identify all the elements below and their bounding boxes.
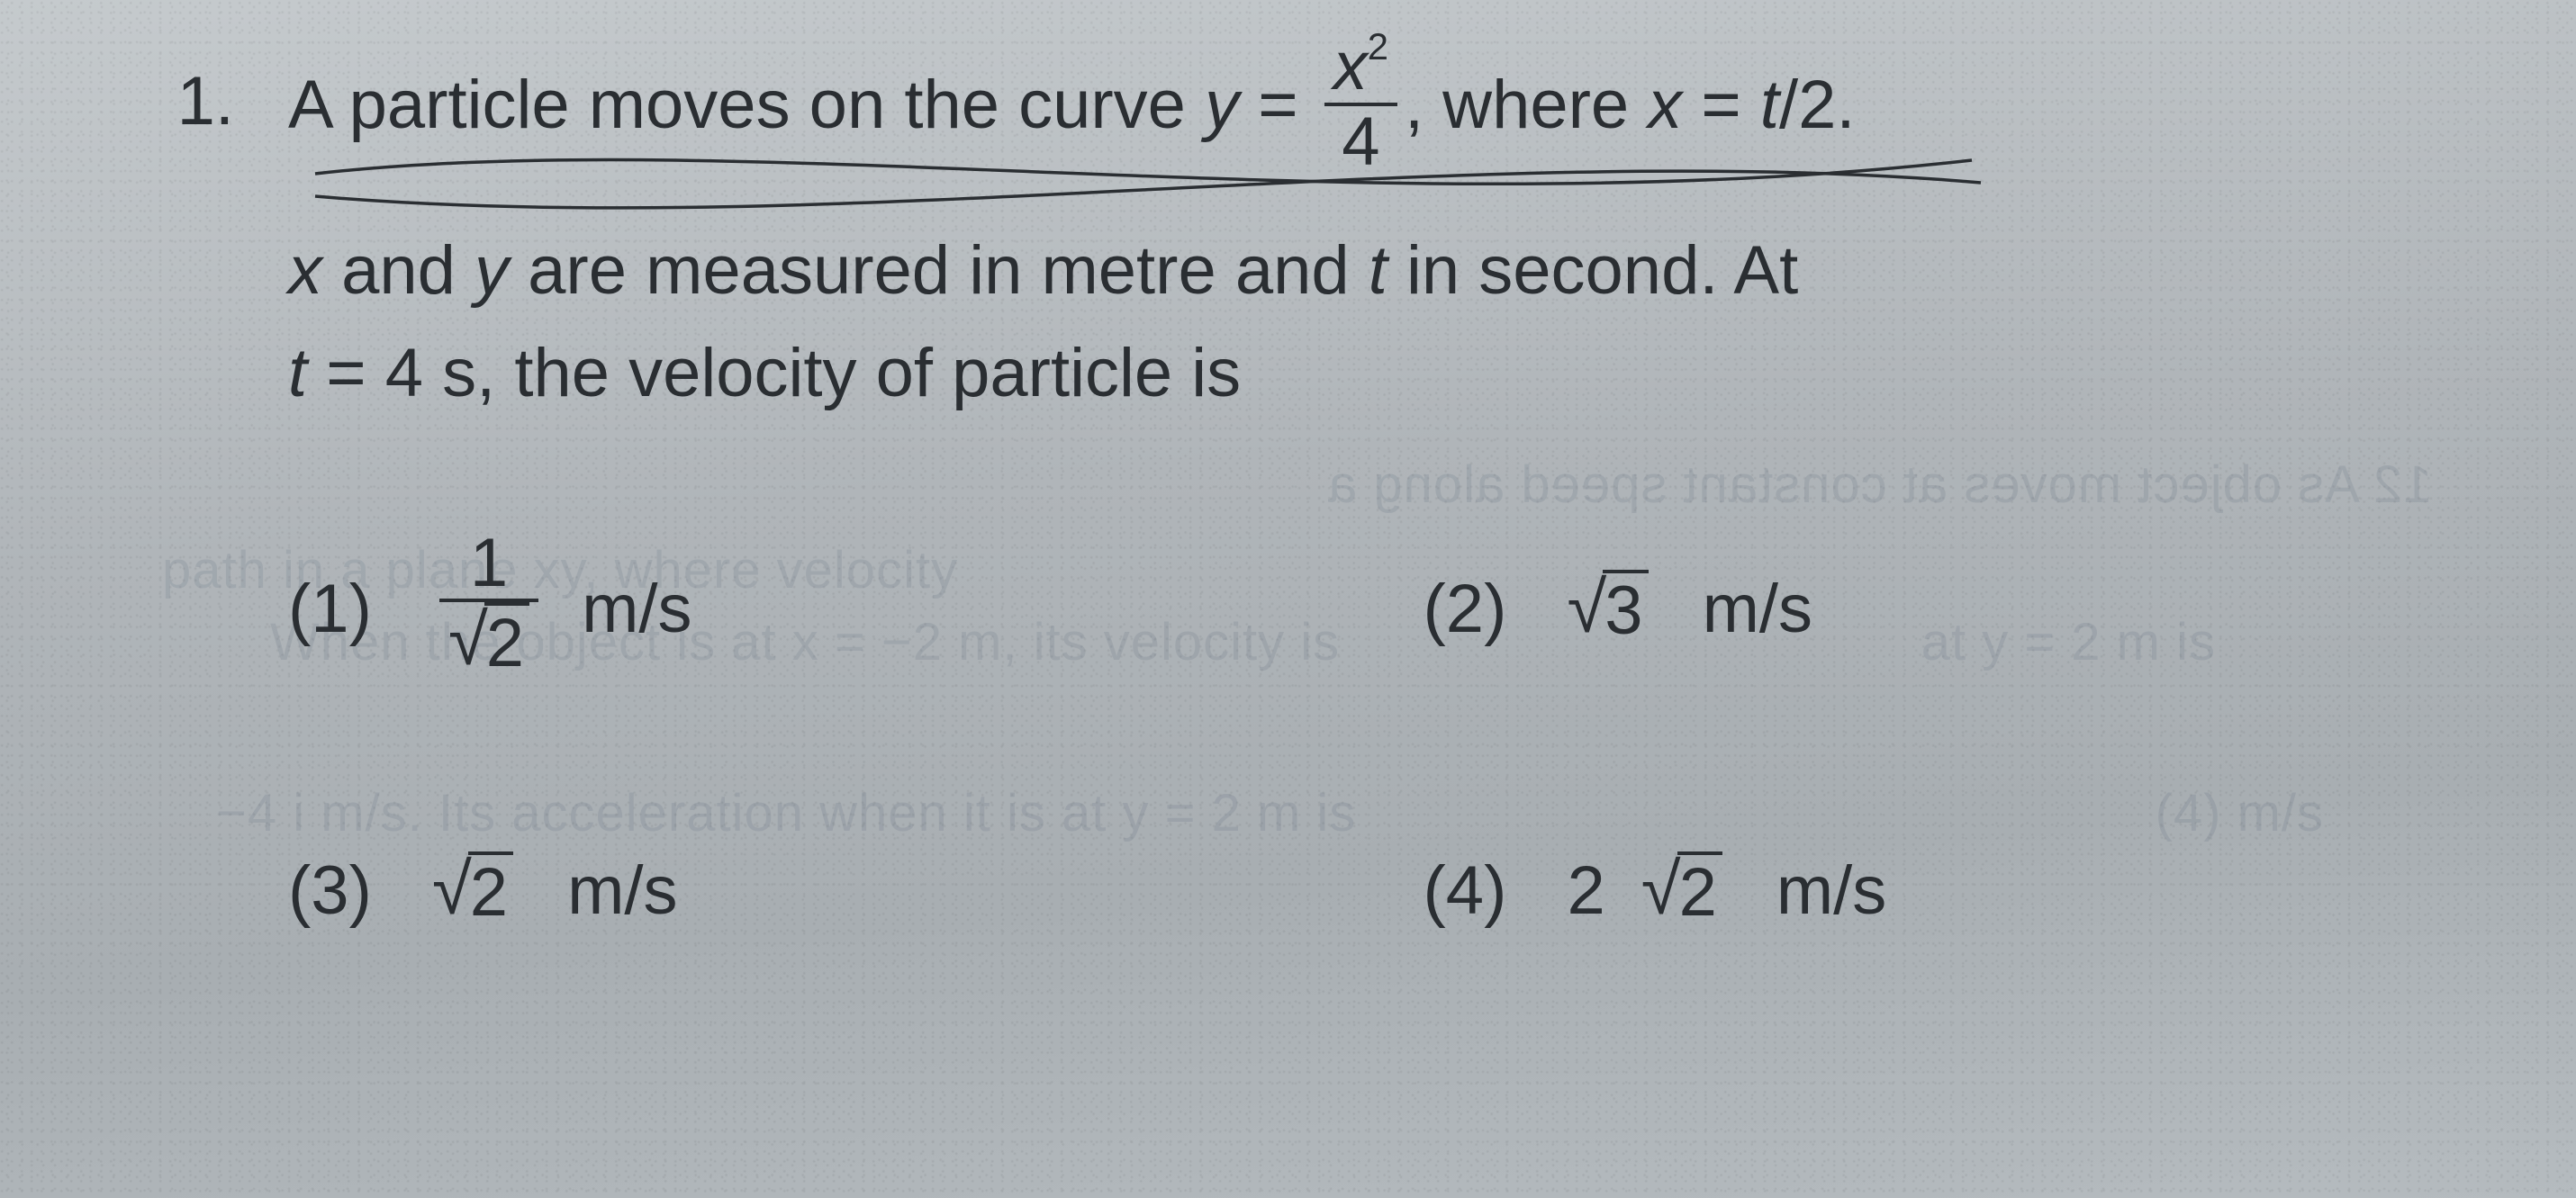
question-number: 1. [162,36,234,149]
radicand: 3 [1603,570,1648,649]
unit: m/s [567,840,677,942]
var-x: x [1648,67,1682,143]
option-1: (1) 1 √ 2 m/s [288,533,1315,687]
surd-icon: √ [1568,572,1607,644]
text: = [1701,67,1760,143]
var-t: t [1369,232,1387,309]
text: , where [1405,67,1648,143]
fraction-numerator: x2 [1324,31,1397,103]
sqrt-icon: √ 3 [1568,570,1649,649]
unit: m/s [582,558,691,661]
option-label: (4) [1424,840,1532,942]
text: A particle moves on the curve [288,67,1205,143]
surd-icon: √ [432,853,472,925]
exponent: 2 [1368,25,1388,68]
fraction-1-over-root2: 1 √ 2 [439,527,538,681]
equals: = [1258,67,1297,143]
text: in second. At [1387,232,1798,309]
option-3: (3) √ 2 m/s [288,840,1315,942]
question-line-1: A particle moves on the curve y = x2 4 ,… [288,36,2450,184]
sqrt-icon: √ 2 [448,602,529,681]
radicand: 2 [468,851,513,931]
radicand: 2 [484,602,529,681]
text: = 4 s, the velocity of particle is [307,335,1241,411]
fraction-x2-over-4: x2 4 [1324,31,1397,178]
fraction-numerator: 1 [439,527,538,599]
unit: m/s [1776,840,1886,942]
option-label: (3) [288,840,396,942]
option-label: (2) [1424,558,1532,661]
var-x: x [1333,28,1368,104]
option-2: (2) √ 3 m/s [1424,533,2451,687]
question-line-2: x and y are measured in metre and t in s… [288,220,2450,322]
sqrt-icon: √ 2 [432,851,513,931]
question-line-3: t = 4 s, the velocity of particle is [288,322,2450,425]
text: and [322,232,475,309]
var-y: y [475,232,509,309]
surd-icon: √ [448,604,488,676]
coefficient: 2 [1568,840,1605,942]
question-body: A particle moves on the curve y = x 2 4 ,… [288,36,2450,942]
text: /2. [1779,67,1856,143]
var-y: y [1205,67,1239,143]
fraction-denominator: 4 [1324,103,1397,178]
var-t: t [1760,67,1779,143]
option-label: (1) [288,558,396,661]
text: are measured in metre and [509,232,1369,309]
radicand: 2 [1677,851,1722,931]
var-x: x [288,232,322,309]
options-grid: (1) 1 √ 2 m/s (2) [288,533,2450,942]
surd-icon: √ [1641,853,1681,925]
var-t: t [288,335,307,411]
question-row: 1. A particle moves on the curve y = x2 … [162,36,2450,942]
fraction-denominator: √ 2 [439,599,538,681]
option-4: (4) 2 √ 2 m/s [1424,840,2451,942]
page-content: 1. A particle moves on the curve y = x2 … [0,0,2576,1198]
sqrt-icon: √ 2 [1641,851,1722,931]
unit: m/s [1703,558,1812,661]
